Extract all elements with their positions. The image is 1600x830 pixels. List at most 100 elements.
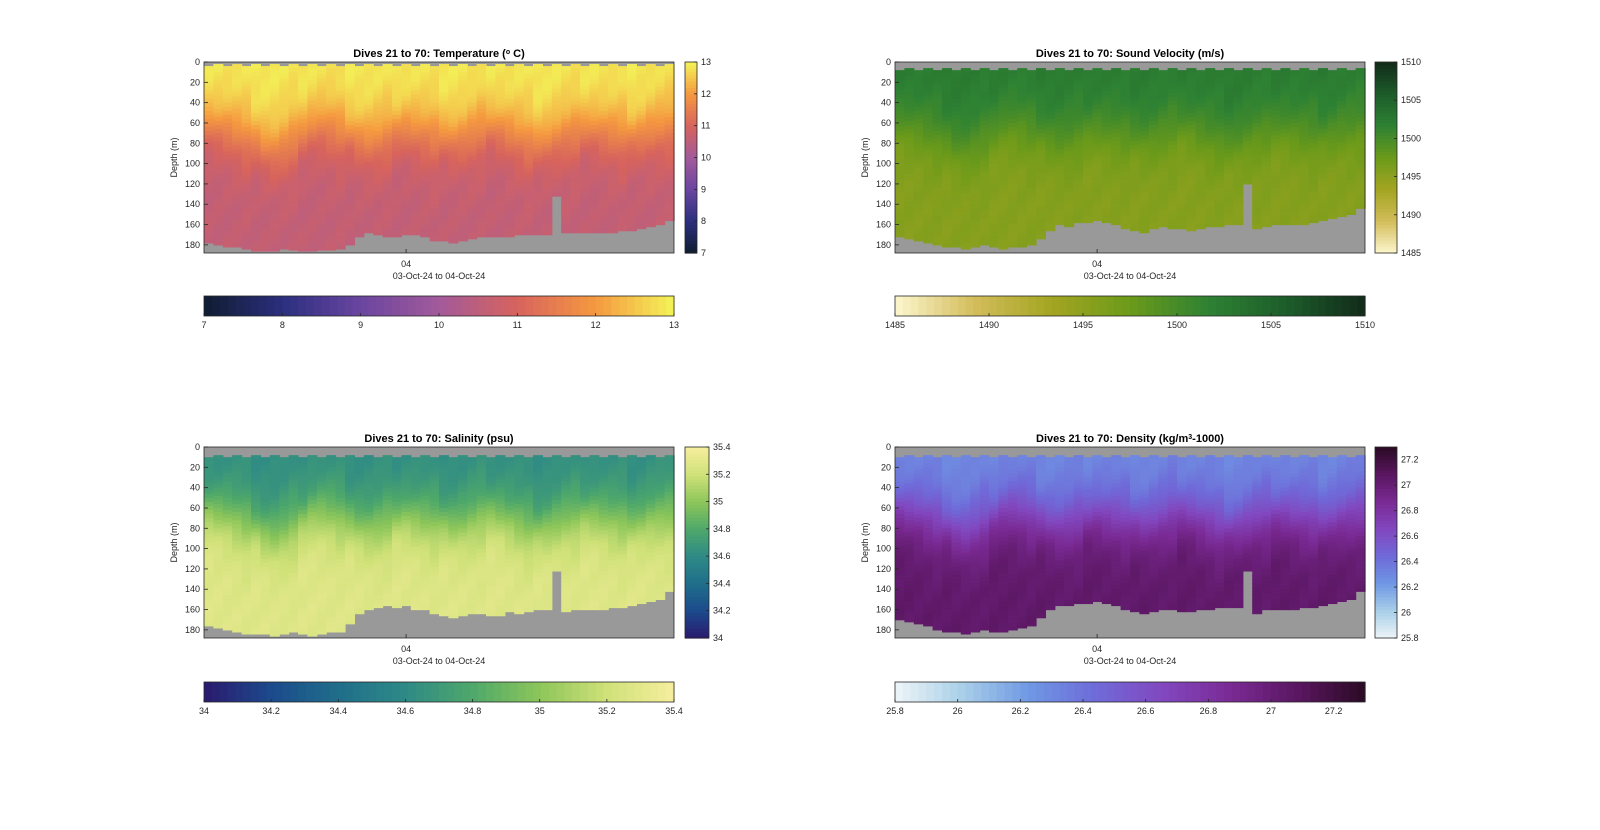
temperature-cell: [533, 214, 543, 220]
sound-velocity-cell: [989, 131, 999, 136]
temperature-cell: [608, 100, 619, 106]
temperature-cell: [345, 242, 355, 246]
salinity-cell: [288, 491, 299, 497]
sound-velocity-cell: [1214, 163, 1225, 169]
salinity-cell: [279, 599, 290, 605]
temperature-cell: [476, 100, 487, 106]
sound-velocity-cell: [970, 94, 981, 100]
sound-velocity-cell: [1289, 86, 1300, 92]
sound-velocity-cell: [1130, 133, 1140, 138]
temperature-cell: [655, 135, 666, 140]
sound-velocity-cell: [895, 82, 905, 87]
temperature-cell: [429, 143, 440, 148]
temperature-hcolorbar-segment: [650, 296, 659, 316]
sound-velocity-cell: [904, 234, 915, 240]
temperature-cell: [335, 167, 346, 173]
sound-velocity-cell: [1355, 68, 1366, 73]
temperature-cell: [542, 200, 553, 205]
temperature-cell: [495, 124, 506, 130]
sound-velocity-cell: [1167, 84, 1178, 90]
sound-velocity-cell: [1036, 68, 1046, 73]
temperature-cell: [439, 198, 449, 203]
temperature-hcolorbar-segment: [251, 296, 260, 316]
sound-velocity-cell: [1148, 92, 1159, 98]
temperature-cell: [617, 98, 628, 104]
salinity-cell: [260, 526, 271, 531]
temperature-cell: [298, 228, 308, 234]
sound-velocity-cell: [1045, 155, 1056, 161]
temperature-colorbar-segment: [685, 106, 697, 111]
sound-velocity-cell: [989, 212, 999, 218]
temperature-cell: [373, 163, 384, 169]
temperature-cell: [580, 102, 590, 108]
sound-velocity-cell: [1130, 198, 1140, 203]
sound-velocity-cell: [1045, 131, 1056, 136]
sound-velocity-cell: [1318, 173, 1328, 179]
salinity-cell: [260, 530, 271, 535]
sound-velocity-cell: [1299, 108, 1310, 114]
temperature-cell: [467, 135, 478, 140]
temperature-cell: [241, 171, 252, 177]
sound-velocity-cell: [942, 230, 952, 236]
salinity-cell: [222, 579, 233, 584]
temperature-cell: [439, 214, 449, 220]
salinity-cell: [204, 623, 214, 627]
sound-velocity-cell: [1233, 175, 1244, 181]
sound-velocity-cell: [960, 246, 971, 250]
sound-velocity-cell: [1158, 196, 1169, 201]
sound-velocity-cell: [979, 214, 990, 220]
sound-velocity-hcolorbar-segment: [1177, 296, 1186, 316]
sound-velocity-cell: [1261, 137, 1272, 142]
temperature-cell: [382, 202, 393, 207]
temperature-cell: [345, 194, 355, 199]
sound-velocity-cell: [1007, 102, 1018, 108]
sound-velocity-cell: [1214, 220, 1225, 226]
temperature-cell: [580, 70, 590, 75]
sound-velocity-cell: [1036, 92, 1046, 98]
sound-velocity-cell: [1120, 212, 1131, 218]
sound-velocity-cell: [1271, 155, 1281, 161]
temperature-cell: [382, 153, 393, 159]
sound-velocity-hcolorbar-segment: [957, 296, 967, 316]
temperature-cell: [316, 66, 327, 71]
sound-velocity-cell: [1120, 118, 1131, 124]
salinity-cell: [260, 579, 271, 584]
sound-velocity-cell: [951, 244, 962, 248]
sound-velocity-cell: [913, 187, 924, 193]
temperature-cell: [420, 214, 431, 220]
temperature-colorbar-segment: [685, 154, 697, 159]
temperature-cell: [514, 141, 525, 146]
salinity-cell: [269, 625, 280, 631]
temperature-colorbar-segment: [685, 122, 697, 127]
sound-velocity-cell: [1167, 194, 1178, 199]
temperature-cell: [288, 210, 299, 215]
sound-velocity-cell: [1195, 224, 1206, 230]
temperature-cell: [429, 171, 440, 177]
temperature-cell: [457, 64, 468, 69]
salinity-cell: [269, 503, 280, 509]
temperature-cell: [439, 210, 449, 215]
temperature-cell: [288, 218, 299, 224]
sound-velocity-cell: [1252, 94, 1263, 100]
temperature-cell: [298, 224, 308, 230]
sound-velocity-cell: [923, 112, 934, 118]
temperature-cell: [598, 86, 609, 92]
temperature-cell: [627, 120, 637, 126]
sound-velocity-cell: [1355, 72, 1366, 77]
sound-velocity-cell: [1130, 96, 1140, 102]
sound-velocity-cell: [1318, 198, 1328, 203]
salinity-cell: [251, 495, 261, 501]
salinity-cell: [241, 570, 252, 576]
salinity-cell: [222, 457, 233, 462]
temperature-cell: [495, 185, 506, 191]
sound-velocity-cell: [1017, 76, 1028, 81]
sound-velocity-cell: [951, 159, 962, 165]
salinity-cell: [307, 520, 318, 525]
temperature-cell: [467, 114, 478, 120]
salinity-cell: [288, 568, 299, 574]
temperature-cell: [382, 84, 393, 90]
temperature-cell: [551, 141, 562, 146]
temperature-cell: [279, 244, 290, 250]
temperature-cell: [514, 108, 525, 114]
sound-velocity-cell: [932, 155, 943, 161]
